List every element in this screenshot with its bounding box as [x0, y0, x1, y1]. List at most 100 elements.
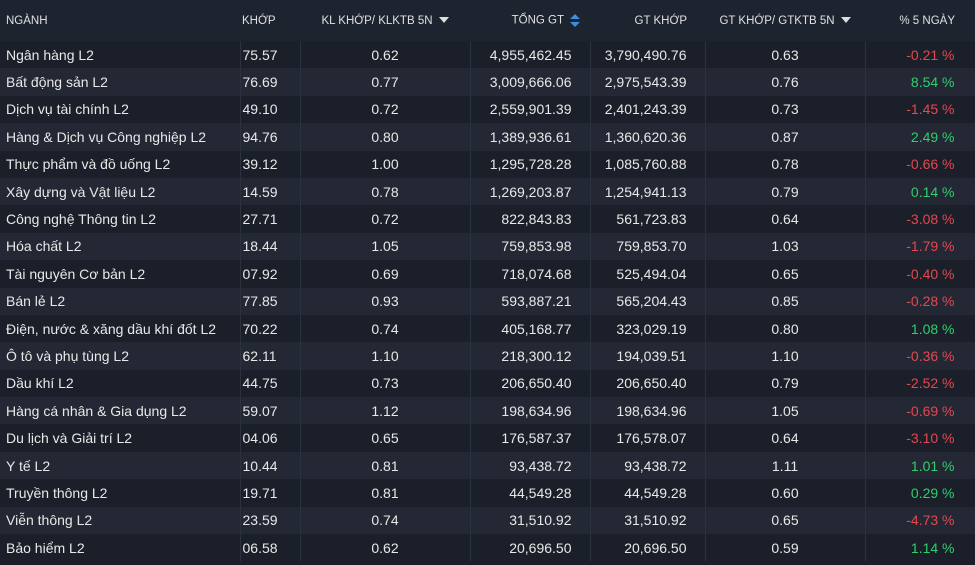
table-cell: Hóa chất L2 [0, 232, 241, 261]
table-cell: 218,300.12 [470, 342, 591, 370]
table-cell: 1.05 [705, 397, 866, 425]
table-cell: Hàng & Dịch vụ Công nghiệp L2 [0, 123, 241, 151]
table-cell: 0.60 [705, 479, 866, 507]
table-cell: 0.80 [300, 123, 471, 151]
table-cell: Tài nguyên Cơ bản L2 [0, 260, 241, 288]
table-cell: 525,494.04 [590, 260, 706, 288]
table-cell: 77.85 [240, 287, 301, 315]
table-row[interactable]: Thực phẩm và đồ uống L2 39.12 1.00 1,295,72… [0, 150, 975, 178]
table-cell: 405,168.77 [470, 314, 591, 343]
table-row[interactable]: Ô tô và phụ tùng L2 62.11 1.10 218,300.12 19… [0, 342, 975, 370]
table-cell: 1.10 [300, 342, 471, 370]
table-cell: 1,360,620.36 [590, 123, 706, 151]
table-cell: 39.12 [240, 150, 301, 178]
table-row[interactable]: Hóa chất L2 18.44 1.05 759,853.98 759,853.70… [0, 232, 975, 261]
table-cell: 2,401,243.39 [590, 95, 706, 124]
table-cell: 2,559,901.39 [470, 95, 591, 124]
table-cell: 44.75 [240, 369, 301, 398]
header-cell[interactable]: GT KHỚP/ GTKTB 5N [705, 0, 865, 41]
table-cell: 1,269,203.87 [470, 177, 591, 206]
table-cell: -0.69 % [865, 397, 975, 425]
table-cell: -1.79 % [865, 232, 975, 261]
table-cell: 0.62 [300, 534, 471, 562]
table-row[interactable]: Y tế L2 10.44 0.81 93,438.72 93,438.72 1.11 1.… [0, 451, 975, 480]
table-row[interactable]: Điện, nước & xăng dầu khí đốt L2 70.22 0.7… [0, 314, 975, 343]
table-row[interactable]: Bán lẻ L2 77.85 0.93 593,887.21 565,204.43 0.… [0, 287, 975, 315]
header-cell[interactable]: KHỚP [240, 0, 300, 41]
table-cell: 0.65 [705, 260, 866, 288]
header-cell[interactable]: KL KHỚP/ KLKTB 5N [300, 0, 470, 41]
table-cell: 4,955,462.45 [470, 41, 591, 69]
table-cell: 0.77 [300, 68, 471, 96]
table-cell: 1.05 [300, 232, 471, 261]
table-row[interactable]: Hàng & Dịch vụ Công nghiệp L2 94.76 0.80 1,… [0, 123, 975, 151]
header-cell[interactable]: TỔNG GT [470, 0, 590, 41]
table-cell: 198,634.96 [590, 397, 706, 425]
table-cell: Dịch vụ tài chính L2 [0, 95, 241, 124]
table-cell: 20,696.50 [470, 534, 591, 562]
header-label: TỔNG GT [511, 14, 564, 27]
table-cell: 1,295,728.28 [470, 150, 591, 178]
table-cell: 759,853.70 [590, 232, 706, 261]
header-cell[interactable]: GT KHỚP [590, 0, 705, 41]
table-cell: 561,723.83 [590, 205, 706, 233]
table-row[interactable]: Dầu khí L2 44.75 0.73 206,650.40 206,650.40 0… [0, 369, 975, 398]
table-cell: 20,696.50 [590, 534, 706, 562]
header-label: KHỚP [242, 14, 276, 27]
table-row[interactable]: Dịch vụ tài chính L2 49.10 0.72 2,559,901.3… [0, 95, 975, 124]
table-cell: 31,510.92 [470, 506, 591, 535]
header-label: GT KHỚP [634, 14, 687, 27]
table-cell: 93,438.72 [590, 451, 706, 480]
table-row[interactable]: Du lịch và Giải trí L2 04.06 0.65 176,587.3… [0, 424, 975, 452]
table-cell: 0.62 [300, 41, 471, 69]
table-cell: 1.03 [705, 232, 866, 261]
table-row[interactable]: Xây dựng và Vật liệu L2 14.59 0.78 1,269,20… [0, 177, 975, 206]
table-cell: 2.49 % [865, 123, 975, 151]
table-row[interactable]: Truyền thông L2 19.71 0.81 44,549.28 44,549.… [0, 479, 975, 507]
sort-icon [840, 17, 851, 24]
table-cell: 18.44 [240, 232, 301, 261]
header-cell[interactable]: NGÀNH [0, 0, 240, 41]
table-cell: 0.76 [705, 68, 866, 96]
sort-icon [570, 14, 580, 27]
table-cell: 0.14 % [865, 177, 975, 206]
table-row[interactable]: Ngân hàng L2 75.57 0.62 4,955,462.45 3,790,4… [0, 41, 975, 69]
table-body: Ngân hàng L2 75.57 0.62 4,955,462.45 3,790,4… [0, 41, 975, 562]
table-cell: 1.14 % [865, 534, 975, 562]
table-cell: 3,009,666.06 [470, 68, 591, 96]
table-cell: 198,634.96 [470, 397, 591, 425]
table-cell: 1,254,941.13 [590, 177, 706, 206]
table-row[interactable]: Viễn thông L2 23.59 0.74 31,510.92 31,510.92… [0, 506, 975, 535]
table-cell: 1,389,936.61 [470, 123, 591, 151]
header-cell[interactable]: % 5 NGÀY [865, 0, 975, 41]
table-cell: 0.79 [705, 177, 866, 206]
table-cell: 8.54 % [865, 68, 975, 96]
table-row[interactable]: Hàng cá nhân & Gia dụng L2 59.07 1.12 198,6… [0, 397, 975, 425]
table-cell: 0.74 [300, 314, 471, 343]
header-row: NGÀNH KHỚP KL KHỚP/ KLKTB 5N TỔNG GT GT … [0, 0, 975, 41]
table-cell: 176,587.37 [470, 424, 591, 452]
table-cell: Du lịch và Giải trí L2 [0, 424, 241, 452]
table-cell: 1.01 % [865, 451, 975, 480]
table-cell: 1,085,760.88 [590, 150, 706, 178]
header-label: GT KHỚP/ GTKTB 5N [719, 14, 835, 27]
table-cell: 0.78 [705, 150, 866, 178]
table-cell: 206,650.40 [470, 369, 591, 398]
table-cell: 0.63 [705, 41, 866, 69]
table-cell: Điện, nước & xăng dầu khí đốt L2 [0, 314, 241, 343]
table-cell: 27.71 [240, 205, 301, 233]
table-row[interactable]: Bất động sản L2 76.69 0.77 3,009,666.06 2,97… [0, 68, 975, 96]
table-cell: 59.07 [240, 397, 301, 425]
table-cell: 0.72 [300, 95, 471, 124]
table-cell: 176,578.07 [590, 424, 706, 452]
table-cell: -1.45 % [865, 95, 975, 124]
table-cell: 759,853.98 [470, 232, 591, 261]
table-cell: 718,074.68 [470, 260, 591, 288]
table-cell: Bất động sản L2 [0, 68, 241, 96]
table-row[interactable]: Bảo hiểm L2 06.58 0.62 20,696.50 20,696.50 0.… [0, 534, 975, 562]
table-row[interactable]: Tài nguyên Cơ bản L2 07.92 0.69 718,074.68 5… [0, 260, 975, 288]
table-cell: 07.92 [240, 260, 301, 288]
table-row[interactable]: Công nghệ Thông tin L2 27.71 0.72 822,843.8… [0, 205, 975, 233]
